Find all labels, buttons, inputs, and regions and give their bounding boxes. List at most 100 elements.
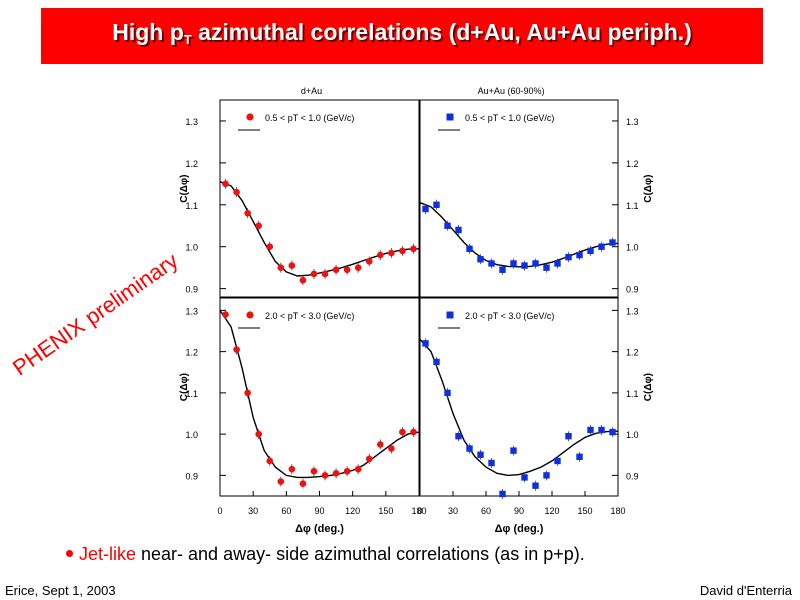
y-tick-label: 0.9 [185,471,198,481]
bullet-dot-icon [66,550,73,557]
y-tick-label: 1.0 [626,243,639,253]
data-point [488,459,495,467]
y-tick-label: 1.2 [185,348,198,358]
data-point [422,340,429,347]
data-point [266,457,274,465]
data-point [554,260,561,267]
y-tick-label: 0.9 [626,471,639,481]
x-axis-label: Δφ (deg.) [295,523,344,535]
legend-marker [446,311,454,319]
data-point [388,445,395,452]
data-point [299,480,307,487]
panel-frame [419,99,619,298]
y-tick-label: 1.1 [185,201,198,211]
data-point [377,251,384,259]
data-point [587,426,594,434]
data-point [543,472,550,479]
legend-text: 0.5 < pT < 1.0 (GeV/c) [465,113,554,123]
title-main: High p [112,19,184,45]
x-tick-label: 180 [411,506,426,516]
data-point [576,251,583,259]
data-point [510,447,517,454]
legend-marker [246,311,254,319]
data-point [565,432,572,440]
data-point [299,276,307,284]
data-point [499,266,506,273]
data-point [277,264,285,271]
data-point [598,243,605,250]
y-tick-label: 1.2 [185,159,198,169]
data-point [255,430,262,438]
legend-marker [246,113,254,121]
fit-curve [419,202,619,268]
panel-4: 0.9 1.0 1.1 1.2 1.3 0 30 60 90 120 150 180 Δφ (deg.)… [417,297,654,535]
x-tick-label: 120 [544,506,559,516]
data-point [565,253,572,261]
data-point [532,482,539,489]
data-point [343,467,351,475]
data-point [466,445,473,452]
bullet-highlight: Jet-like [79,544,137,564]
data-point [554,457,561,465]
data-point [310,270,318,278]
data-point [444,389,451,397]
y-axis-label: C(Δφ) [643,373,654,401]
data-point [422,205,429,213]
data-point [388,249,395,257]
panel-1: 0.9 1.0 1.1 1.2 1.3 C(Δφ) d+Au 0.5 < pT < 1.0 (… [179,86,420,298]
data-point [532,260,539,267]
y-tick-label: 1.0 [185,243,198,253]
y-tick-label: 1.3 [185,117,198,127]
panel-3: 0.9 1.0 1.1 1.2 1.3 0 30 60 90 120 150 180 Δφ (deg.)… [179,297,427,535]
fit-curve [219,181,420,277]
data-point [399,428,406,436]
y-axis-label: C(Δφ) [179,373,190,401]
panel-header: d+Au [301,86,322,96]
data-point [521,474,528,481]
x-tick-label: 0 [217,506,222,516]
legend-text: 2.0 < pT < 3.0 (GeV/c) [265,311,354,321]
y-tick-label: 1.2 [626,159,639,169]
data-point [609,239,616,246]
x-tick-label: 120 [345,506,360,516]
data-point [377,441,384,448]
data-point [233,346,240,353]
data-point [444,222,451,229]
data-point [410,428,417,436]
y-tick-label: 1.1 [626,389,639,399]
y-tick-label: 1.0 [626,430,639,440]
data-point [477,256,484,263]
panel-frame [219,99,420,298]
title-bar: High pT azimuthal correlations (d+Au, Au… [41,8,763,64]
bullet-point: Jet-like near- and away- side azimuthal … [66,544,585,565]
data-point [433,201,440,208]
data-point [576,453,583,461]
data-point [244,209,251,217]
data-point [288,465,296,473]
title-subscript: T [183,32,192,47]
x-axis-label: Δφ (deg.) [495,523,544,535]
data-point [310,467,318,475]
data-point [277,478,285,485]
x-tick-label: 60 [281,506,291,516]
x-tick-label: 30 [248,506,258,516]
data-point [455,432,462,440]
data-point [365,258,373,265]
data-point [365,455,373,463]
data-point [587,247,594,255]
data-point [332,470,340,477]
panel-header: Au+Au (60-90%) [478,86,545,96]
data-point [321,472,329,479]
data-point [354,465,362,473]
data-point [455,226,462,234]
y-tick-label: 1.3 [185,306,198,316]
data-point [488,260,495,267]
footer-author: David d'Enterria [699,583,792,598]
data-point [609,428,616,436]
y-tick-label: 0.9 [626,285,639,295]
y-tick-label: 1.0 [185,430,198,440]
y-tick-label: 1.3 [626,306,639,316]
panel-2: 0.9 1.0 1.1 1.2 1.3 C(Δφ) Au+Au (60-90%) 0.5 < … [419,86,654,298]
title-rest: azimuthal correlations (d+Au, Au+Au peri… [191,19,692,45]
